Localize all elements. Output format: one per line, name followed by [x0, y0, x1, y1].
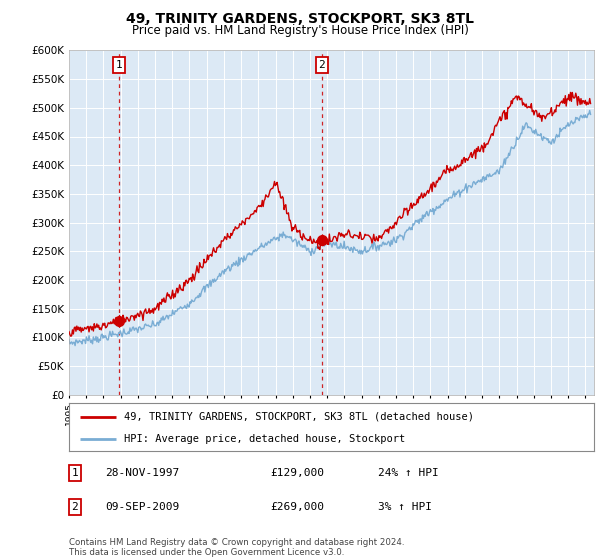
Text: Price paid vs. HM Land Registry's House Price Index (HPI): Price paid vs. HM Land Registry's House … — [131, 24, 469, 36]
Text: £269,000: £269,000 — [270, 502, 324, 512]
Text: 28-NOV-1997: 28-NOV-1997 — [105, 468, 179, 478]
Text: 1: 1 — [116, 60, 122, 70]
Text: 1: 1 — [71, 468, 79, 478]
Text: HPI: Average price, detached house, Stockport: HPI: Average price, detached house, Stoc… — [124, 434, 406, 444]
Text: £129,000: £129,000 — [270, 468, 324, 478]
Text: 3% ↑ HPI: 3% ↑ HPI — [378, 502, 432, 512]
Text: 2: 2 — [319, 60, 325, 70]
Text: 24% ↑ HPI: 24% ↑ HPI — [378, 468, 439, 478]
Text: 2: 2 — [71, 502, 79, 512]
Text: 49, TRINITY GARDENS, STOCKPORT, SK3 8TL: 49, TRINITY GARDENS, STOCKPORT, SK3 8TL — [126, 12, 474, 26]
Text: 49, TRINITY GARDENS, STOCKPORT, SK3 8TL (detached house): 49, TRINITY GARDENS, STOCKPORT, SK3 8TL … — [124, 412, 474, 422]
Text: Contains HM Land Registry data © Crown copyright and database right 2024.
This d: Contains HM Land Registry data © Crown c… — [69, 538, 404, 557]
Text: 09-SEP-2009: 09-SEP-2009 — [105, 502, 179, 512]
